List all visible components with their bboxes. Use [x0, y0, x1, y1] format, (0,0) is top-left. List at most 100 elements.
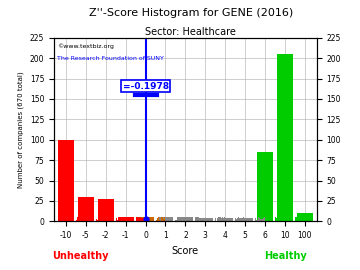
Bar	[279, 217, 280, 221]
Bar	[117, 220, 118, 221]
Bar	[137, 217, 138, 221]
Bar	[300, 217, 301, 221]
Bar	[297, 218, 298, 221]
Bar	[184, 217, 185, 221]
Bar	[264, 217, 265, 221]
Bar	[156, 220, 157, 221]
Bar	[242, 218, 243, 221]
X-axis label: Score: Score	[172, 246, 199, 256]
Bar	[281, 217, 283, 221]
Bar	[78, 217, 80, 221]
Bar	[122, 219, 123, 221]
Bar	[104, 217, 106, 221]
Bar	[257, 152, 273, 221]
Bar	[102, 217, 103, 221]
Text: ©www.textbiz.org: ©www.textbiz.org	[57, 43, 113, 49]
Bar	[221, 217, 223, 221]
Bar	[202, 218, 203, 221]
Bar	[116, 218, 117, 221]
Bar	[159, 220, 161, 221]
Bar	[280, 217, 281, 221]
Bar	[278, 220, 279, 221]
Bar	[163, 219, 164, 221]
Bar	[125, 217, 126, 221]
Bar	[180, 220, 182, 221]
Bar	[275, 217, 276, 221]
Bar	[80, 218, 81, 221]
Bar	[256, 220, 257, 221]
Bar	[161, 217, 162, 221]
Bar	[182, 217, 183, 221]
Bar	[297, 213, 313, 221]
Bar	[118, 217, 120, 221]
Bar	[138, 217, 154, 221]
Bar	[261, 219, 262, 221]
Bar	[260, 219, 261, 221]
Bar	[197, 218, 213, 221]
Bar	[98, 218, 99, 221]
Bar	[158, 217, 159, 221]
Bar	[84, 220, 85, 221]
Bar	[82, 217, 84, 221]
Text: The Research Foundation of SUNY: The Research Foundation of SUNY	[57, 56, 163, 61]
Bar	[237, 218, 253, 221]
Bar	[277, 54, 293, 221]
Bar	[100, 217, 101, 221]
Bar	[118, 217, 134, 221]
Bar	[218, 217, 219, 221]
Bar	[157, 218, 158, 221]
Bar	[216, 220, 218, 221]
Bar	[220, 217, 221, 221]
Text: Healthy: Healthy	[264, 251, 307, 261]
Bar	[235, 218, 237, 221]
Bar	[198, 217, 199, 221]
Bar	[123, 220, 125, 221]
Bar	[143, 218, 144, 221]
Bar	[284, 219, 285, 221]
Bar	[219, 217, 220, 221]
Text: Unhealthy: Unhealthy	[52, 251, 108, 261]
Bar	[178, 217, 179, 221]
Bar	[239, 219, 240, 221]
Bar	[76, 220, 77, 221]
Bar	[138, 218, 139, 221]
Text: Z''-Score Histogram for GENE (2016): Z''-Score Histogram for GENE (2016)	[89, 8, 293, 18]
Bar	[97, 220, 98, 221]
Bar	[303, 219, 305, 221]
Bar	[296, 217, 297, 221]
Bar	[255, 218, 256, 221]
Y-axis label: Number of companies (670 total): Number of companies (670 total)	[18, 71, 24, 188]
Bar	[77, 217, 78, 221]
Bar	[223, 219, 224, 221]
Bar	[258, 217, 259, 221]
Bar	[238, 217, 239, 221]
Bar	[215, 218, 216, 221]
Bar	[276, 218, 278, 221]
Bar	[183, 218, 184, 221]
Text: Sector: Healthcare: Sector: Healthcare	[145, 27, 236, 37]
Bar	[199, 220, 200, 221]
Bar	[237, 219, 238, 221]
Bar	[121, 218, 122, 221]
Bar	[262, 218, 264, 221]
Bar	[177, 217, 193, 221]
Bar	[158, 217, 174, 221]
Bar	[78, 197, 94, 221]
Bar	[58, 140, 74, 221]
Bar	[243, 217, 244, 221]
Bar	[224, 217, 225, 221]
Bar	[139, 217, 140, 221]
Bar	[195, 217, 197, 221]
Bar	[98, 198, 114, 221]
Bar	[197, 217, 198, 221]
Bar	[203, 218, 204, 221]
Bar	[141, 218, 142, 221]
Bar	[120, 218, 121, 221]
Bar	[299, 217, 300, 221]
Bar	[295, 217, 296, 221]
Bar	[244, 220, 245, 221]
Bar	[175, 220, 177, 221]
Bar	[217, 218, 233, 221]
Bar	[283, 220, 284, 221]
Bar	[164, 217, 166, 221]
